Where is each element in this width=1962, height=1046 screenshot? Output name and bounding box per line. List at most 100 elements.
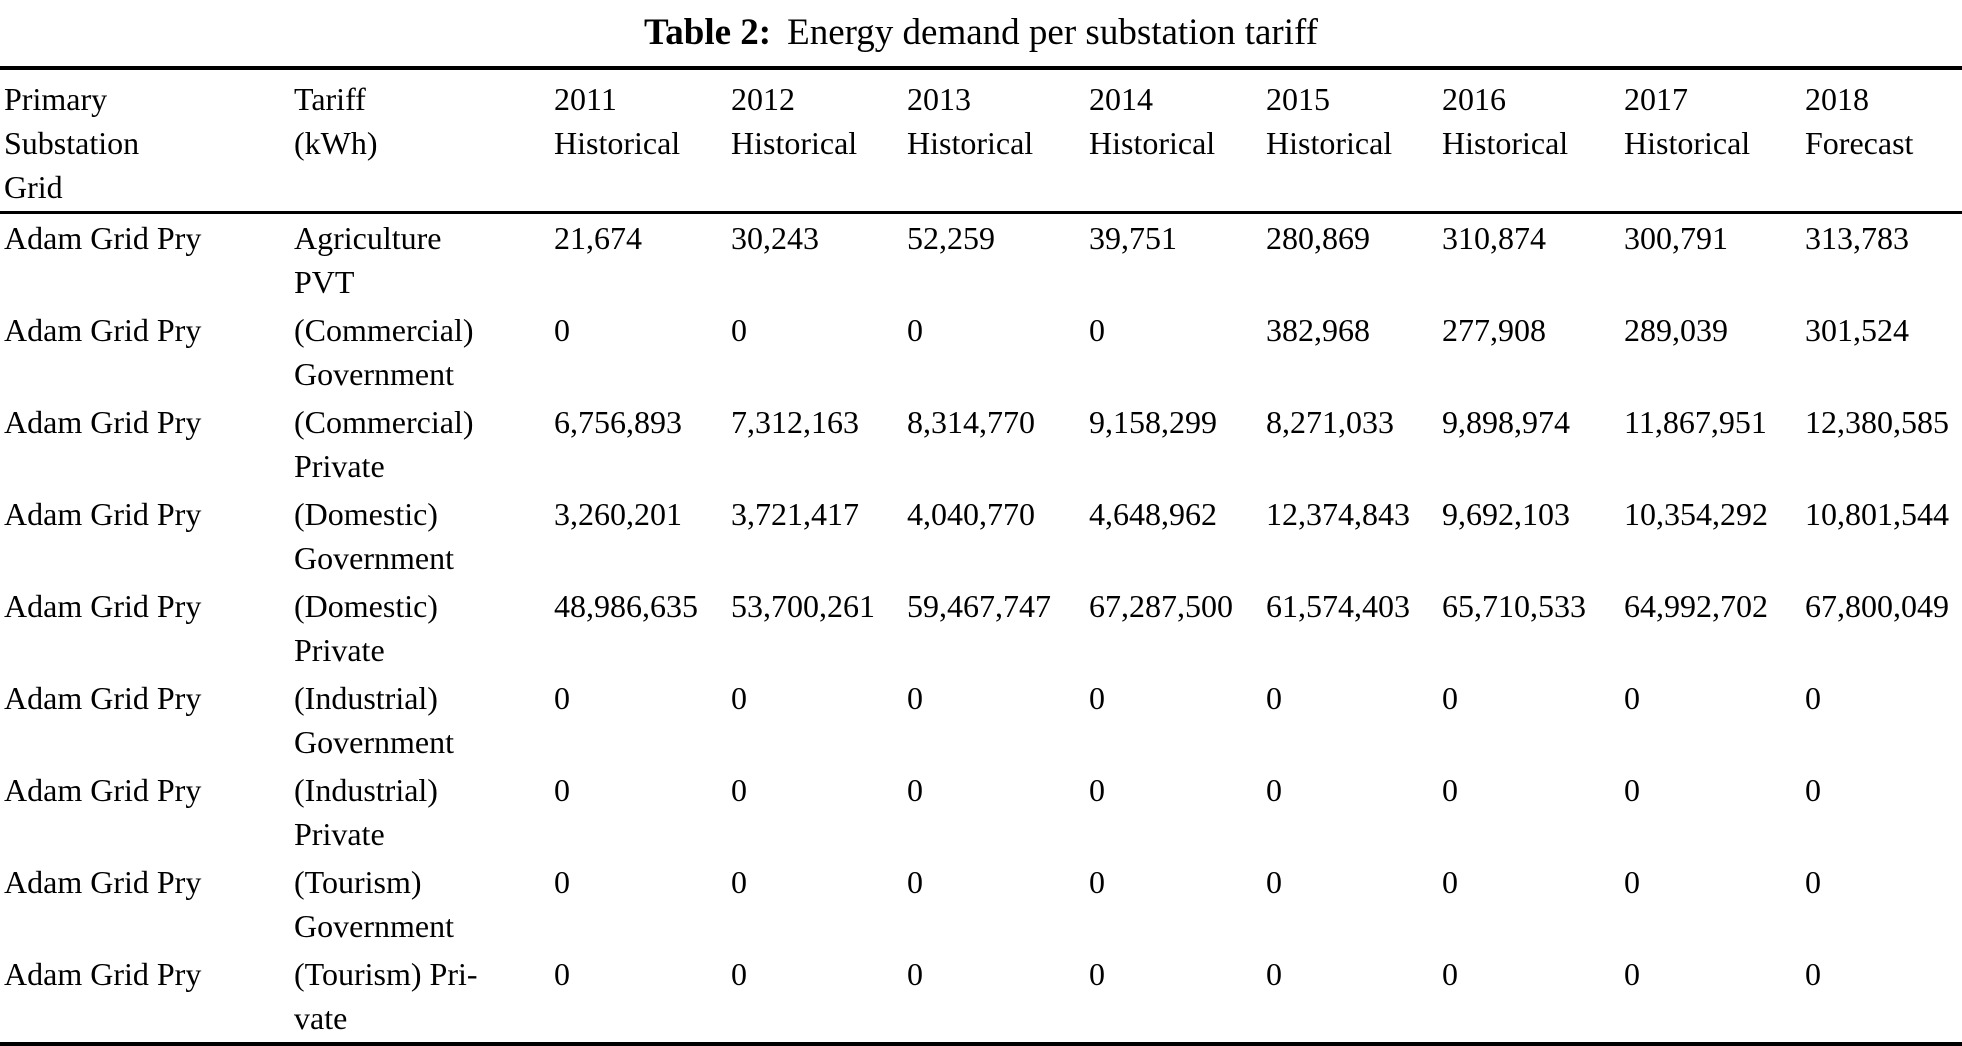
value-cell: 3,260,201: [554, 496, 682, 532]
table-row: Adam Grid Pry (Commercial) Government 0 …: [0, 306, 1962, 398]
column-header-2014: 2014 Historical: [1085, 68, 1262, 214]
value-cell: 0: [1624, 956, 1640, 992]
value-cell: 52,259: [907, 220, 995, 256]
value-cell: 0: [1089, 680, 1105, 716]
table-row: Adam Grid Pry (Industrial) Private 0 0 0…: [0, 766, 1962, 858]
table-row: Adam Grid Pry (Domestic) Private 48,986,…: [0, 582, 1962, 674]
value-cell: 0: [907, 680, 923, 716]
value-cell: 8,271,033: [1266, 404, 1394, 440]
grid-cell: Adam Grid Pry: [4, 312, 202, 348]
table-row: Adam Grid Pry (Tourism) Government 0 0 0…: [0, 858, 1962, 950]
energy-demand-table: Primary Substation Grid Tariff (kWh) 201…: [0, 66, 1962, 1046]
value-cell: 0: [907, 312, 923, 348]
value-cell: 4,040,770: [907, 496, 1035, 532]
tariff-cell: (Industrial) Government: [294, 680, 454, 760]
table-row: Adam Grid Pry (Industrial) Government 0 …: [0, 674, 1962, 766]
value-cell: 313,783: [1805, 220, 1909, 256]
value-cell: 64,992,702: [1624, 588, 1768, 624]
value-cell: 6,756,893: [554, 404, 682, 440]
value-cell: 0: [907, 772, 923, 808]
value-cell: 0: [1805, 956, 1821, 992]
value-cell: 0: [554, 956, 570, 992]
value-cell: 61,574,403: [1266, 588, 1410, 624]
value-cell: 289,039: [1624, 312, 1728, 348]
grid-cell: Adam Grid Pry: [4, 772, 202, 808]
value-cell: 0: [1624, 772, 1640, 808]
grid-cell: Adam Grid Pry: [4, 588, 202, 624]
grid-cell: Adam Grid Pry: [4, 864, 202, 900]
value-cell: 0: [1089, 772, 1105, 808]
value-cell: 0: [1442, 680, 1458, 716]
value-cell: 4,648,962: [1089, 496, 1217, 532]
value-cell: 9,692,103: [1442, 496, 1570, 532]
value-cell: 0: [554, 864, 570, 900]
value-cell: 10,801,544: [1805, 496, 1949, 532]
table-row: Adam Grid Pry Agriculture PVT 21,674 30,…: [0, 213, 1962, 307]
value-cell: 39,751: [1089, 220, 1177, 256]
tariff-cell: (Tourism) Government: [294, 864, 454, 944]
column-header-tariff: Tariff (kWh): [290, 68, 550, 214]
tariff-cell: (Commercial) Private: [294, 404, 474, 484]
value-cell: 0: [731, 956, 747, 992]
table-caption-text: Energy demand per substation tariff: [787, 12, 1319, 53]
value-cell: 65,710,533: [1442, 588, 1586, 624]
value-cell: 67,287,500: [1089, 588, 1233, 624]
value-cell: 0: [554, 312, 570, 348]
tariff-cell: (Commercial) Government: [294, 312, 474, 392]
value-cell: 0: [1266, 956, 1282, 992]
tariff-cell: (Domestic) Private: [294, 588, 438, 668]
value-cell: 9,898,974: [1442, 404, 1570, 440]
value-cell: 0: [1624, 864, 1640, 900]
value-cell: 8,314,770: [907, 404, 1035, 440]
value-cell: 0: [1089, 956, 1105, 992]
value-cell: 0: [1089, 312, 1105, 348]
value-cell: 3,721,417: [731, 496, 859, 532]
value-cell: 0: [731, 772, 747, 808]
column-header-2012: 2012 Historical: [727, 68, 903, 214]
tariff-cell: Agriculture PVT: [294, 220, 442, 300]
value-cell: 0: [1805, 864, 1821, 900]
value-cell: 0: [554, 772, 570, 808]
column-header-2016: 2016 Historical: [1438, 68, 1620, 214]
column-header-2013: 2013 Historical: [903, 68, 1085, 214]
value-cell: 7,312,163: [731, 404, 859, 440]
table-caption: Table 2: Energy demand per substation tar…: [0, 0, 1962, 66]
value-cell: 0: [907, 864, 923, 900]
value-cell: 382,968: [1266, 312, 1370, 348]
value-cell: 0: [731, 680, 747, 716]
grid-cell: Adam Grid Pry: [4, 220, 202, 256]
table-row: Adam Grid Pry (Tourism) Pri- vate 0 0 0 …: [0, 950, 1962, 1045]
value-cell: 0: [1805, 772, 1821, 808]
value-cell: 53,700,261: [731, 588, 875, 624]
value-cell: 0: [1089, 864, 1105, 900]
tariff-cell: (Industrial) Private: [294, 772, 438, 852]
tariff-cell: (Domestic) Government: [294, 496, 454, 576]
value-cell: 10,354,292: [1624, 496, 1768, 532]
tariff-cell: (Tourism) Pri- vate: [294, 956, 478, 1036]
value-cell: 0: [1442, 772, 1458, 808]
value-cell: 0: [731, 312, 747, 348]
value-cell: 310,874: [1442, 220, 1546, 256]
value-cell: 277,908: [1442, 312, 1546, 348]
value-cell: 0: [1442, 864, 1458, 900]
value-cell: 0: [1805, 680, 1821, 716]
value-cell: 12,374,843: [1266, 496, 1410, 532]
table-row: Adam Grid Pry (Commercial) Private 6,756…: [0, 398, 1962, 490]
value-cell: 48,986,635: [554, 588, 698, 624]
column-header-2015: 2015 Historical: [1262, 68, 1438, 214]
value-cell: 11,867,951: [1624, 404, 1767, 440]
value-cell: 0: [554, 680, 570, 716]
value-cell: 0: [731, 864, 747, 900]
value-cell: 280,869: [1266, 220, 1370, 256]
value-cell: 21,674: [554, 220, 642, 256]
value-cell: 67,800,049: [1805, 588, 1949, 624]
column-header-2011: 2011 Historical: [550, 68, 727, 214]
grid-cell: Adam Grid Pry: [4, 956, 202, 992]
header-row: Primary Substation Grid Tariff (kWh) 201…: [0, 68, 1962, 214]
column-header-grid: Primary Substation Grid: [0, 68, 290, 214]
value-cell: 0: [1624, 680, 1640, 716]
grid-cell: Adam Grid Pry: [4, 404, 202, 440]
table-caption-label: Table 2:: [643, 12, 772, 53]
value-cell: 12,380,585: [1805, 404, 1949, 440]
value-cell: 0: [907, 956, 923, 992]
